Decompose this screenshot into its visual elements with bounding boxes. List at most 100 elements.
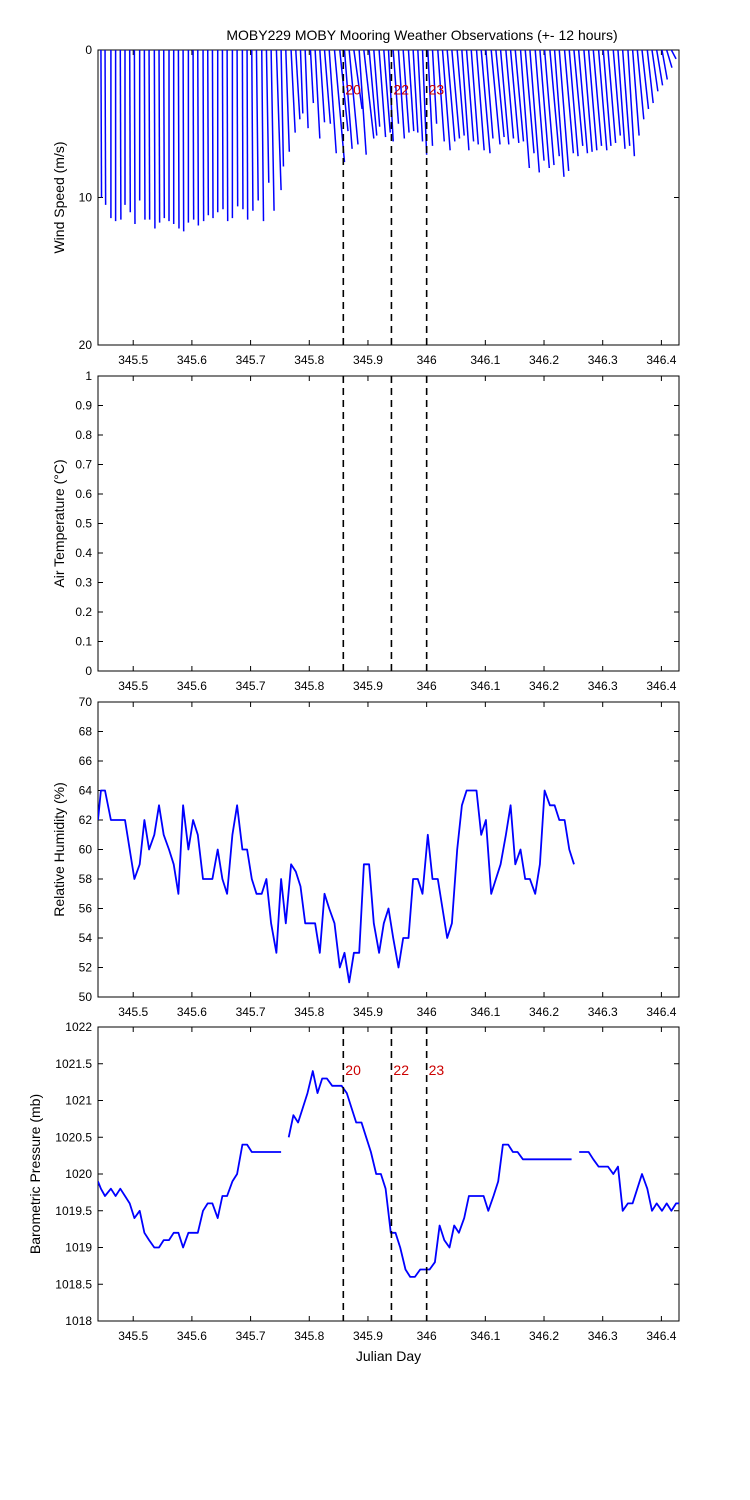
wind-stick (670, 50, 677, 60)
airtemp-xtick-label: 345.7 (236, 679, 266, 693)
wind-stick (407, 50, 415, 132)
humidity-xtick-label: 345.5 (118, 1005, 148, 1019)
airtemp-xtick-label: 346.1 (470, 679, 500, 693)
wind-stick (427, 50, 434, 146)
airtemp-xtick-label: 345.8 (294, 679, 324, 693)
wind-stick (343, 50, 353, 149)
wind-stick (378, 50, 387, 138)
wind-stick (202, 50, 205, 222)
pressure-axes-box (97, 1026, 680, 1322)
humidity-panel: 345.5 345.6 345.7 345.8 345.9 346 346.1 346.2 34… (51, 695, 680, 1019)
wind-stick (505, 50, 515, 139)
wind-ytick-label: 20 (79, 338, 93, 352)
pressure-xtick-label: 345.7 (236, 1329, 266, 1343)
wind-stick (251, 50, 254, 211)
wind-stick (402, 50, 410, 133)
wind-ylabel: Wind Speed (m/s) (51, 141, 67, 253)
wind-stick (583, 50, 593, 152)
pressure-series-segment (287, 1070, 572, 1278)
wind-stick (441, 50, 451, 151)
wind-marker-label: 22 (393, 81, 409, 97)
wind-stick (314, 50, 321, 139)
pressure-series-segment (98, 1143, 282, 1249)
wind-xtick-label: 346.2 (529, 353, 559, 367)
wind-stick (461, 50, 470, 151)
airtemp-ytick-label: 0.3 (75, 576, 92, 590)
wind-stick (597, 50, 608, 151)
pressure-ytick-label: 1019.5 (55, 1204, 92, 1218)
wind-stick (304, 50, 309, 129)
wind-stick (558, 50, 570, 172)
wind-stick (319, 50, 326, 123)
wind-stick (592, 50, 603, 146)
airtemp-ytick-label: 0.2 (75, 605, 92, 619)
humidity-xtick-label: 345.6 (177, 1005, 207, 1019)
wind-stick (387, 50, 394, 142)
pressure-xtick-label: 345.9 (353, 1329, 383, 1343)
humidity-ytick-label: 64 (79, 784, 93, 798)
wind-stick (299, 50, 304, 114)
airtemp-ytick-label: 0.6 (75, 487, 92, 501)
pressure-xtick-label: 346 (417, 1329, 437, 1343)
wind-stick (549, 50, 561, 157)
wind-stick (323, 50, 332, 124)
pressure-ytick-label: 1019 (65, 1241, 92, 1255)
wind-stick (333, 50, 346, 163)
wind-stick (368, 50, 378, 136)
airtemp-ytick-label: 0.1 (75, 635, 92, 649)
wind-stick (655, 50, 664, 86)
wind-stick (431, 50, 438, 124)
wind-stick (236, 50, 239, 207)
airtemp-axes-box (97, 375, 680, 672)
wind-stick (260, 50, 265, 222)
pressure-marker-label: 23 (429, 1062, 445, 1078)
wind-stick (177, 50, 180, 229)
wind-stick (534, 50, 545, 161)
humidity-ytick-label: 56 (79, 902, 93, 916)
wind-stick (621, 50, 631, 146)
wind-stick (265, 50, 270, 183)
wind-stick (290, 50, 296, 133)
humidity-series-line (98, 789, 575, 984)
wind-stick (524, 50, 535, 154)
wind-stick (100, 50, 103, 198)
pressure-ytick-label: 1021 (65, 1094, 92, 1108)
pressure-xtick-label: 345.6 (177, 1329, 207, 1343)
airtemp-xtick-label: 345.6 (177, 679, 207, 693)
airtemp-xtick-label: 346.2 (529, 679, 559, 693)
wind-stick (529, 50, 541, 173)
wind-stick (617, 50, 626, 149)
airtemp-ytick-label: 1 (85, 369, 92, 383)
airtemp-panel: 345.5 345.6 345.7 345.8 345.9 346 346.1 346.2 34… (51, 369, 680, 693)
airtemp-ytick-label: 0 (85, 664, 92, 678)
pressure-ytick-label: 1020 (65, 1167, 92, 1181)
wind-stick (104, 50, 107, 205)
wind-stick (241, 50, 244, 210)
airtemp-ytick-label: 0.9 (75, 399, 92, 413)
wind-stick (285, 50, 291, 152)
wind-stick (539, 50, 551, 169)
humidity-ytick-label: 52 (79, 961, 93, 975)
airtemp-ytick-label: 0.7 (75, 458, 92, 472)
humidity-ytick-label: 50 (79, 990, 93, 1004)
wind-stick (568, 50, 579, 157)
wind-stick (392, 50, 400, 124)
airtemp-xtick-label: 346 (417, 679, 437, 693)
wind-stick (158, 50, 161, 223)
humidity-data (98, 789, 575, 984)
wind-stick (641, 50, 650, 110)
wind-stick (602, 50, 612, 146)
pressure-ytick-label: 1018 (65, 1314, 92, 1328)
wind-stick (607, 50, 617, 143)
pressure-data (98, 1070, 679, 1278)
airtemp-ytick-label: 0.8 (75, 428, 92, 442)
airtemp-xtick-label: 346.3 (588, 679, 618, 693)
airtemp-ytick-label: 0.5 (75, 517, 92, 531)
humidity-ytick-label: 68 (79, 725, 93, 739)
wind-stick (148, 50, 151, 220)
humidity-xtick-label: 346 (417, 1005, 437, 1019)
airtemp-ylabel: Air Temperature (°C) (51, 459, 67, 587)
humidity-ytick-label: 62 (79, 813, 93, 827)
wind-stick (211, 50, 214, 219)
wind-stick (587, 50, 598, 151)
